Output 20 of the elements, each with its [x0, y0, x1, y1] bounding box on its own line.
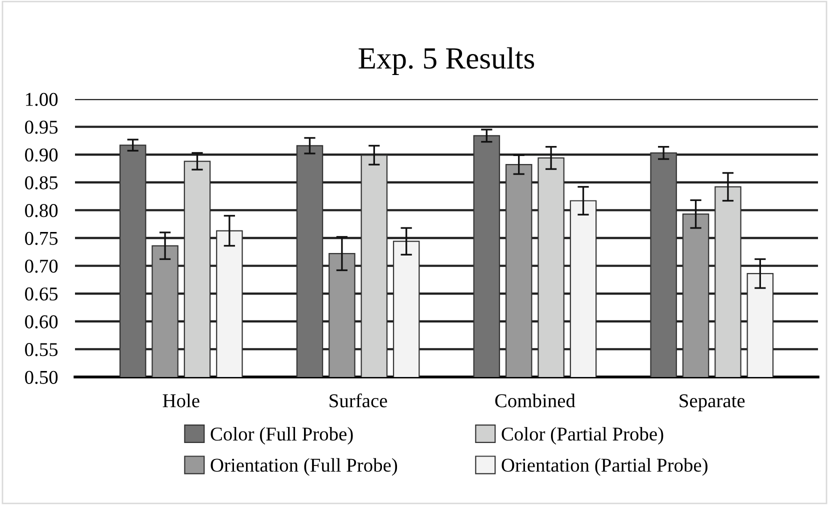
y-tick-label: 0.90 — [25, 148, 58, 162]
legend-label: Color (Partial Probe) — [502, 426, 664, 445]
y-tick-label: 0.75 — [25, 232, 58, 246]
x-tick-label: Separate — [680, 394, 745, 412]
x-tick-label: Hole — [162, 394, 200, 408]
y-tick-label: 0.85 — [25, 176, 58, 190]
chart-title: Exp. 5 Results — [358, 47, 534, 75]
y-tick-label: 0.80 — [25, 204, 58, 218]
y-tick-label: 0.50 — [25, 370, 58, 384]
y-tick-label: 0.65 — [25, 287, 58, 301]
y-tick-label: 0.55 — [25, 343, 58, 356]
y-tick-label: 0.70 — [25, 260, 58, 273]
legend-label: Orientation (Full Probe) — [210, 458, 398, 476]
legend-label: Color (Full Probe) — [210, 426, 353, 445]
x-tick-label: Combined — [495, 394, 576, 408]
y-tick-label: 0.95 — [25, 120, 58, 134]
y-tick-label: 1.00 — [26, 92, 58, 106]
x-tick-label: Surface — [330, 393, 388, 408]
y-tick-label: 0.60 — [25, 315, 58, 328]
legend-label: Orientation (Partial Probe) — [502, 458, 708, 476]
